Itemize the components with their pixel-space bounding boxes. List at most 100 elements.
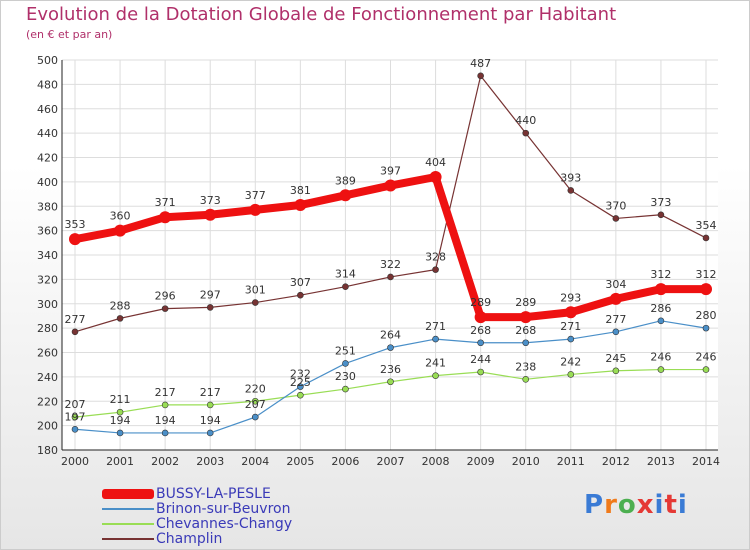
data-point [116, 408, 124, 416]
data-point [477, 368, 484, 376]
data-point [702, 324, 710, 332]
x-tick-label: 2011 [557, 455, 585, 468]
x-tick-label: 2006 [331, 455, 359, 468]
legend-swatch-bussy [102, 488, 154, 499]
data-label: 297 [200, 288, 221, 301]
data-label: 393 [560, 171, 581, 184]
legend-label-champlin: Champlin [156, 530, 223, 547]
data-label: 232 [290, 368, 311, 381]
y-tick-label: 400 [37, 176, 58, 189]
data-point [297, 383, 304, 390]
legend-label-chevannes: Chevannes-Changy [156, 515, 293, 532]
x-tick-label: 2010 [512, 455, 540, 468]
data-point [702, 366, 710, 373]
x-tick-label: 2000 [61, 455, 89, 468]
data-point [206, 401, 214, 409]
data-label: 293 [560, 291, 581, 304]
legend-item-brinon: Brinon-sur-Beuvron [102, 501, 292, 516]
data-point [387, 344, 394, 351]
data-label: 312 [650, 268, 671, 281]
data-label: 246 [696, 351, 717, 364]
chart-subtitle: (en € et par an) [26, 28, 113, 41]
legend-label-brinon: Brinon-sur-Beuvron [156, 500, 291, 517]
legend-label-bussy: BUSSY-LA-PESLE [156, 485, 271, 502]
x-tick-label: 2001 [106, 455, 134, 468]
data-point [297, 391, 304, 399]
data-label: 264 [380, 329, 401, 342]
data-point [69, 233, 81, 246]
y-tick-label: 360 [37, 225, 58, 238]
legend-swatch-champlin [102, 537, 154, 540]
chart-title: Evolution de la Dotation Globale de Fonc… [26, 4, 617, 25]
data-label: 371 [155, 196, 176, 209]
data-label: 220 [245, 382, 266, 395]
x-tick-label: 2005 [286, 455, 314, 468]
logo-letter: o [617, 490, 637, 520]
y-tick-label: 340 [37, 249, 58, 262]
data-point [339, 189, 352, 202]
data-label: 271 [425, 320, 446, 333]
data-point [206, 304, 214, 311]
data-label: 381 [290, 184, 311, 197]
data-label: 289 [470, 296, 491, 309]
y-tick-label: 420 [37, 152, 58, 165]
data-label: 397 [380, 165, 401, 178]
data-label: 289 [515, 296, 536, 309]
y-tick-label: 240 [37, 371, 58, 384]
data-point [609, 292, 622, 305]
data-label: 296 [155, 290, 176, 303]
data-label: 246 [650, 351, 671, 364]
data-point [116, 315, 124, 322]
data-label: 225 [290, 376, 311, 389]
data-point [294, 199, 307, 212]
x-tick-label: 2007 [377, 455, 405, 468]
data-label: 280 [696, 309, 717, 322]
data-point [342, 283, 349, 290]
x-tick-label: 2008 [422, 455, 450, 468]
data-label: 268 [470, 324, 491, 337]
data-point [477, 72, 484, 80]
logo-letter: i [677, 490, 688, 520]
x-tick-label: 2013 [647, 455, 675, 468]
data-point [114, 224, 127, 237]
logo-letter: i [654, 490, 665, 520]
legend-item-bussy: BUSSY-LA-PESLE [102, 486, 292, 501]
data-label: 236 [380, 363, 401, 376]
data-point [384, 179, 397, 192]
data-point [251, 299, 259, 306]
data-point [612, 215, 620, 222]
logo-letter: x [636, 490, 655, 520]
data-label: 271 [560, 320, 581, 333]
y-tick-label: 440 [37, 127, 58, 140]
legend-item-chevannes: Chevannes-Changy [102, 516, 292, 531]
data-label: 487 [470, 57, 491, 70]
data-label: 404 [425, 156, 446, 169]
data-label: 238 [515, 360, 536, 373]
data-label: 277 [65, 313, 86, 326]
x-tick-label: 2004 [241, 455, 269, 468]
data-label: 211 [110, 393, 131, 406]
data-label: 360 [110, 210, 131, 223]
data-point [387, 273, 394, 281]
data-point [567, 187, 575, 194]
data-point [251, 413, 259, 421]
data-point [432, 266, 439, 273]
y-tick-label: 480 [37, 78, 58, 91]
data-point [387, 378, 394, 386]
data-label: 245 [605, 352, 626, 365]
data-label: 207 [65, 398, 86, 411]
data-label: 241 [425, 357, 446, 370]
data-point [432, 372, 439, 379]
data-label: 322 [380, 258, 401, 271]
data-label: 301 [245, 284, 266, 297]
data-point [522, 339, 530, 347]
data-label: 373 [200, 194, 221, 207]
data-point [206, 429, 214, 437]
data-label: 194 [200, 414, 221, 427]
data-point [251, 397, 259, 405]
data-label: 370 [605, 199, 626, 212]
data-label: 312 [696, 268, 717, 281]
y-tick-label: 220 [37, 395, 58, 408]
data-label: 373 [650, 196, 671, 209]
data-point [564, 306, 577, 319]
